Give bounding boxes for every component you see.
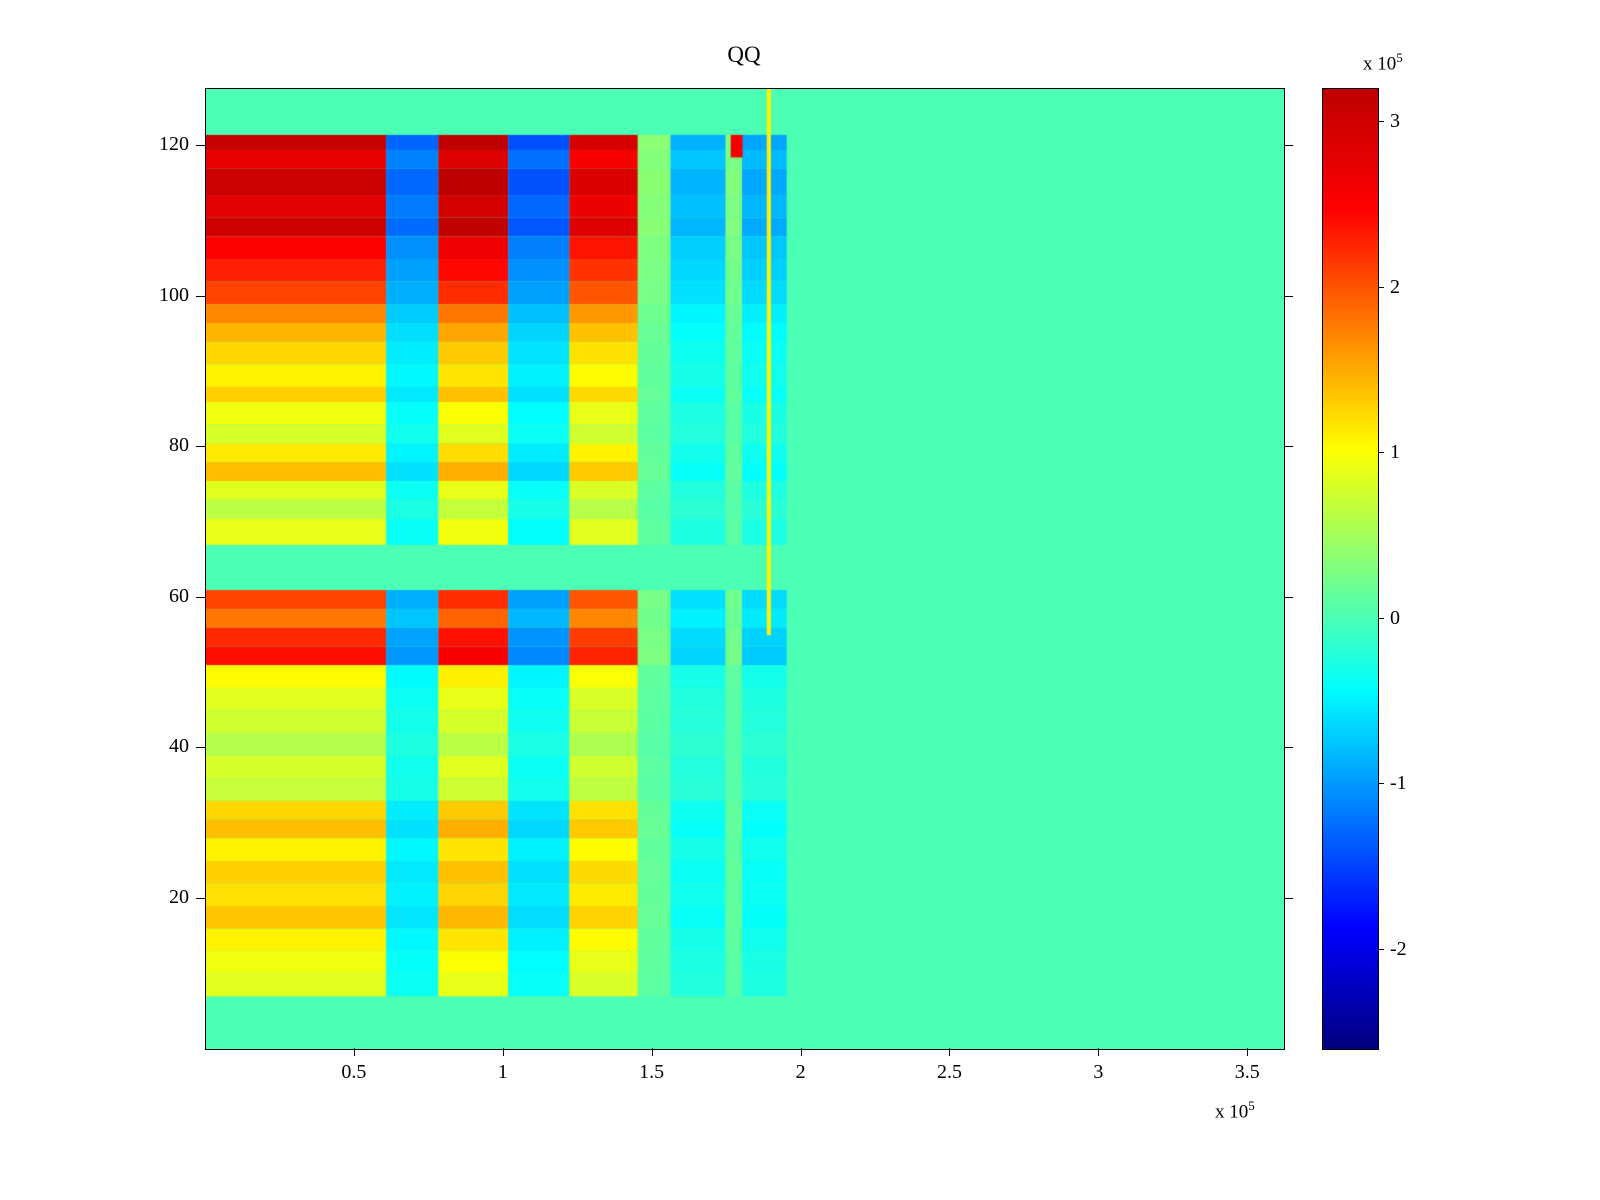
colorbar-tick-label: -1: [1390, 772, 1407, 795]
colorbar-exponent-base: x 10: [1363, 53, 1397, 75]
colorbar-tick: [1378, 948, 1384, 950]
x-tick-label: 0.5: [341, 1061, 367, 1083]
x-exponent-power: 5: [1248, 1098, 1255, 1113]
x-tick: [502, 1048, 504, 1056]
colorbar-tick: [1378, 783, 1384, 785]
x-tick-label: 1: [497, 1061, 508, 1083]
y-tick: [196, 897, 205, 899]
x-tick: [949, 1048, 951, 1056]
heatmap-canvas: [206, 89, 1284, 1049]
colorbar-tick: [1378, 286, 1384, 288]
y-tick-right: [1284, 747, 1293, 749]
plot-area: [205, 88, 1285, 1050]
y-tick-label: 20: [169, 885, 189, 908]
y-tick: [196, 295, 205, 297]
y-tick-right: [1284, 897, 1293, 899]
colorbar-exponent-power: 5: [1396, 50, 1403, 65]
y-tick-label: 80: [169, 434, 189, 457]
colorbar-tick-label: -2: [1390, 937, 1407, 960]
y-tick: [196, 596, 205, 598]
colorbar-tick-label: 3: [1390, 110, 1400, 133]
x-tick-label: 2.5: [936, 1061, 962, 1083]
x-tick: [1247, 1048, 1249, 1056]
colorbar-tick: [1378, 121, 1384, 123]
colorbar-tick-label: 1: [1390, 441, 1400, 464]
y-tick-right: [1284, 596, 1293, 598]
colorbar-canvas: [1323, 89, 1378, 1049]
x-tick-label: 2: [795, 1061, 806, 1083]
colorbar-tick-label: 0: [1390, 606, 1400, 629]
y-tick-right: [1284, 295, 1293, 297]
y-tick: [196, 145, 205, 147]
y-tick-label: 100: [159, 283, 189, 306]
y-tick-right: [1284, 446, 1293, 448]
x-tick: [800, 1048, 802, 1056]
y-tick-label: 40: [169, 735, 189, 758]
x-tick: [1098, 1048, 1100, 1056]
x-tick-label: 3: [1093, 1061, 1104, 1083]
x-exponent-base: x 10: [1215, 1101, 1249, 1123]
x-tick-label: 1.5: [639, 1061, 665, 1083]
colorbar-tick-label: 2: [1390, 275, 1400, 298]
colorbar-tick: [1378, 452, 1384, 454]
colorbar-exponent: x 105: [1363, 50, 1403, 75]
y-tick-right: [1284, 145, 1293, 147]
y-tick: [196, 446, 205, 448]
x-tick: [651, 1048, 653, 1056]
x-tick: [353, 1048, 355, 1056]
x-tick-label: 3.5: [1234, 1061, 1260, 1083]
y-tick-label: 60: [169, 584, 189, 607]
y-tick-label: 120: [159, 133, 189, 156]
colorbar: [1322, 88, 1379, 1050]
chart-title: QQ: [727, 42, 761, 67]
x-axis-exponent: x 105: [1215, 1098, 1255, 1123]
y-tick: [196, 747, 205, 749]
colorbar-tick: [1378, 617, 1384, 619]
